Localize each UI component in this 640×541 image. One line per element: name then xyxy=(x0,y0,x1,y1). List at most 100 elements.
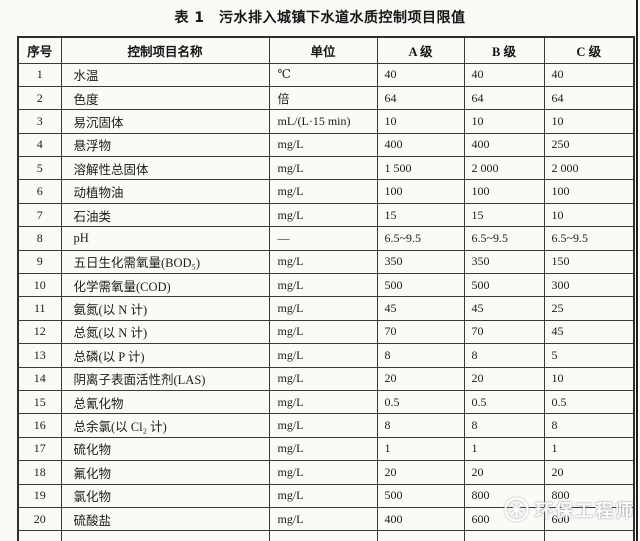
item-name-cell: 总磷(以 P 计) xyxy=(60,343,270,368)
grade-a-cell: 20 xyxy=(376,460,465,485)
grade-c-cell: 6.5~9.5 xyxy=(543,226,635,251)
table-row: 2 色度倍 64 64 64 xyxy=(17,85,635,111)
item-name-cell: 氟化物 xyxy=(60,460,270,485)
grade-a-cell: 400 xyxy=(376,506,465,532)
unit-cell: ℃ xyxy=(268,62,378,87)
grade-c-cell: 8 xyxy=(543,413,635,438)
unit-cell: mg/L xyxy=(268,366,378,391)
table-row: 1 水温 ℃ 40 40 40 xyxy=(17,62,635,87)
grade-c-cell: 40 xyxy=(543,62,635,87)
grade-a-cell: 0.5 xyxy=(376,389,465,415)
grade-c-cell: 2 000 xyxy=(543,156,635,181)
grade-b-cell: 400 xyxy=(463,132,545,158)
item-name-cell: 五日生化需氧量(BOD₅) xyxy=(60,249,270,275)
row-index-cell: 17 xyxy=(17,436,62,462)
row-index-cell: 5 xyxy=(17,156,62,181)
row-index-cell: 11 xyxy=(17,296,62,321)
row-index-cell: 10 xyxy=(17,273,62,298)
table-row: 8 pH —6.5~9.5 6.5~9.5 6.5~9.5 xyxy=(17,226,635,251)
header-unit: 单位 xyxy=(268,36,378,64)
grade-b-cell: 20 xyxy=(463,460,545,485)
grade-b-cell: 20 xyxy=(463,366,545,391)
unit-cell: mg/L xyxy=(268,389,378,415)
item-name-cell: 硫酸盐 xyxy=(60,506,270,532)
row-index-cell: 4 xyxy=(17,132,62,158)
grade-a-cell: 6.5~9.5 xyxy=(376,226,465,251)
header-grade-a: A 级 xyxy=(376,36,465,64)
unit-cell: mg/L xyxy=(268,273,378,298)
item-name-cell: pH xyxy=(60,226,270,251)
table-row: 4 悬浮物 mg/L 400 400 250 xyxy=(17,132,635,158)
item-name-cell: 石油类 xyxy=(60,202,270,228)
scan-edge-line xyxy=(636,0,638,541)
grade-c-cell: 10 xyxy=(543,202,635,228)
unit-cell: mg/L xyxy=(268,296,378,321)
table-row: 7 石油类 mg/L 15 15 10 xyxy=(17,202,635,228)
table-row: 5 溶解性总固体 mg/L 1 500 2 000 2 000 xyxy=(17,156,635,181)
grade-a-cell: 20 xyxy=(376,366,465,391)
table-row-cutoff xyxy=(17,530,635,541)
grade-b-cell: 600 xyxy=(463,506,545,532)
row-index-cell: 1 xyxy=(17,62,62,87)
grade-a-cell: 10 xyxy=(376,109,465,134)
grade-a-cell xyxy=(376,530,465,541)
row-index-cell xyxy=(17,530,62,541)
unit-cell: mg/L xyxy=(268,436,378,462)
item-name-cell: 动植物油 xyxy=(60,179,270,204)
grade-b-cell: 45 xyxy=(463,296,545,321)
grade-a-cell: 1 500 xyxy=(376,156,465,181)
grade-b-cell: 8 xyxy=(463,413,545,438)
item-name-cell: 氯化物 xyxy=(60,483,270,508)
grade-b-cell: 10 xyxy=(463,109,545,134)
unit-cell: mg/L xyxy=(268,202,378,228)
item-name-cell: 易沉固体 xyxy=(60,109,270,134)
table-body: 1 水温 ℃ 40 40 40 2 色度倍 64 64 64 3 易沉固体 mL/(L·15 min) 10… xyxy=(17,62,635,541)
grade-c-cell: 0.5 xyxy=(543,389,635,415)
grade-c-cell: 20 xyxy=(543,460,635,485)
unit-cell: mg/L xyxy=(268,132,378,158)
grade-a-cell: 64 xyxy=(376,85,465,111)
table-row: 18 氟化物 mg/L 20 20 20 xyxy=(17,460,635,485)
grade-a-cell: 8 xyxy=(376,413,465,438)
row-index-cell: 8 xyxy=(17,226,62,251)
unit-cell: mg/L xyxy=(268,343,378,368)
table-row: 19 氯化物 mg/L 500 800 800 xyxy=(17,483,635,508)
grade-a-cell: 15 xyxy=(376,202,465,228)
table-row: 9 五日生化需氧量(BOD₅) mg/L 350 350 150 xyxy=(17,249,635,275)
item-name-cell xyxy=(60,530,270,541)
grade-a-cell: 70 xyxy=(376,319,465,345)
grade-a-cell: 45 xyxy=(376,296,465,321)
row-index-cell: 12 xyxy=(17,319,62,345)
item-name-cell: 阴离子表面活性剂(LAS) xyxy=(60,366,270,391)
item-name-cell: 硫化物 xyxy=(60,436,270,462)
unit-cell: mg/L xyxy=(268,319,378,345)
grade-b-cell: 6.5~9.5 xyxy=(463,226,545,251)
grade-a-cell: 8 xyxy=(376,343,465,368)
header-index: 序号 xyxy=(17,36,62,64)
grade-a-cell: 400 xyxy=(376,132,465,158)
grade-c-cell: 800 xyxy=(543,483,635,508)
header-item-name: 控制项目名称 xyxy=(60,36,270,64)
table-row: 16 总余氯(以 Cl₂ 计) mg/L 8 8 8 xyxy=(17,413,635,438)
grade-c-cell: 150 xyxy=(543,249,635,275)
grade-c-cell: 5 xyxy=(543,343,635,368)
row-index-cell: 20 xyxy=(17,506,62,532)
row-index-cell: 18 xyxy=(17,460,62,485)
table-title: 表 1 污水排入城镇下水道水质控制项目限值 xyxy=(174,10,466,26)
unit-cell: 倍 xyxy=(268,85,378,111)
table-row: 10 化学需氧量(COD) mg/L 500 500 300 xyxy=(17,273,635,298)
grade-b-cell: 500 xyxy=(463,273,545,298)
item-name-cell: 总氰化物 xyxy=(60,389,270,415)
grade-a-cell: 1 xyxy=(376,436,465,462)
item-name-cell: 总余氯(以 Cl₂ 计) xyxy=(60,413,270,438)
grade-b-cell: 0.5 xyxy=(463,389,545,415)
row-index-cell: 9 xyxy=(17,249,62,275)
item-name-cell: 悬浮物 xyxy=(60,132,270,158)
table-row: 6 动植物油 mg/L 100 100 100 xyxy=(17,179,635,204)
grade-a-cell: 500 xyxy=(376,483,465,508)
row-index-cell: 7 xyxy=(17,202,62,228)
grade-b-cell: 40 xyxy=(463,62,545,87)
unit-cell: mg/L xyxy=(268,506,378,532)
table-row: 13 总磷(以 P 计) mg/L 8 8 5 xyxy=(17,343,635,368)
row-index-cell: 13 xyxy=(17,343,62,368)
